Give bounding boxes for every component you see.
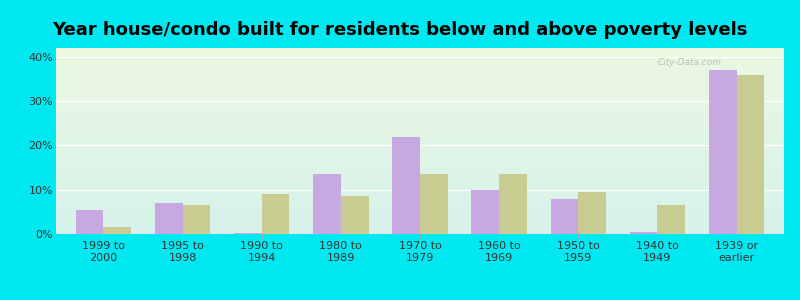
Bar <box>182 205 210 234</box>
Bar <box>392 136 420 234</box>
Bar <box>709 70 737 234</box>
Bar <box>578 192 606 234</box>
Bar <box>234 233 262 234</box>
Text: City-Data.com: City-Data.com <box>658 58 722 68</box>
Bar <box>550 199 578 234</box>
Bar <box>313 174 341 234</box>
Bar <box>630 232 658 234</box>
Bar <box>471 190 499 234</box>
Text: Year house/condo built for residents below and above poverty levels: Year house/condo built for residents bel… <box>52 21 748 39</box>
Bar <box>658 205 685 234</box>
Bar <box>76 210 103 234</box>
Bar <box>499 174 527 234</box>
Bar <box>341 196 369 234</box>
Bar <box>262 194 290 234</box>
Bar <box>737 75 764 234</box>
Bar <box>420 174 448 234</box>
Bar <box>155 203 182 234</box>
Bar <box>103 227 131 234</box>
